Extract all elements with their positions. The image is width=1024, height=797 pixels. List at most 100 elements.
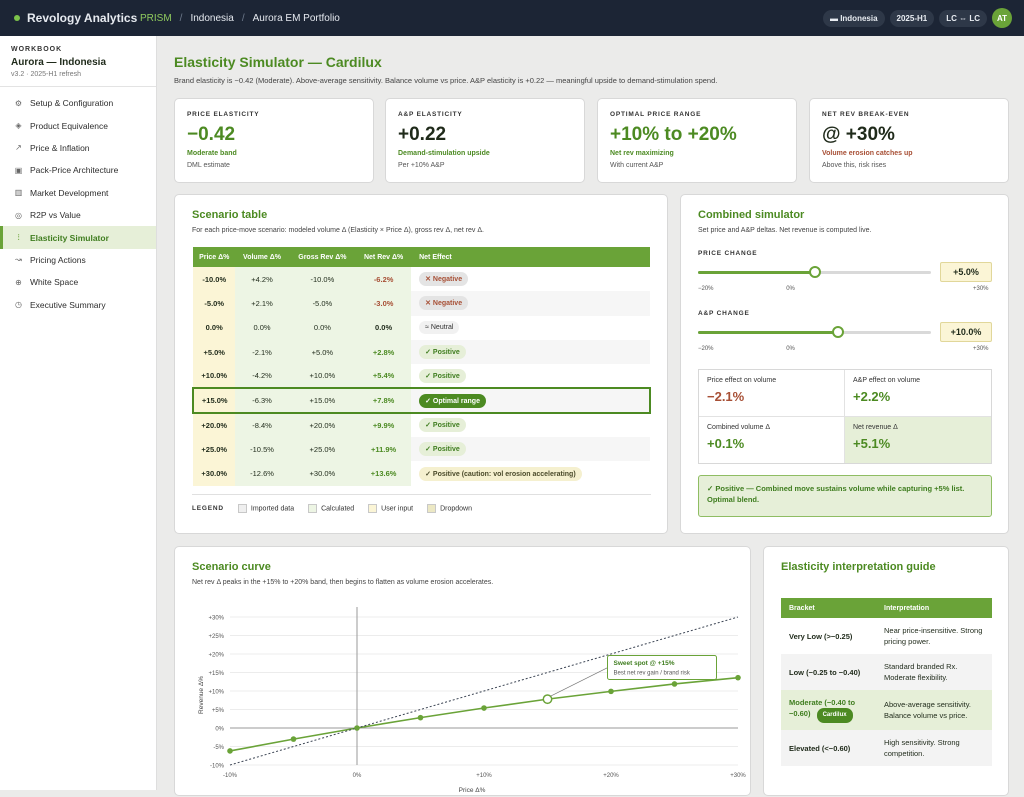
- result-cell: A&P effect on volume +2.2%: [845, 370, 991, 417]
- net-rev-cell: +11.9%: [356, 437, 412, 462]
- result-value: +5.1%: [853, 435, 891, 451]
- breadcrumb-item-country[interactable]: Indonesia: [190, 12, 234, 24]
- price-cell[interactable]: +30.0%: [193, 461, 236, 486]
- table-row[interactable]: +10.0% -4.2% +10.0% +5.4% ✓ Positive: [193, 364, 650, 389]
- sidebar-item-setup-configuration[interactable]: ⚙ Setup & Configuration: [0, 92, 156, 114]
- workbook-name: Aurora — Indonesia: [11, 57, 107, 68]
- guide-bracket: Elevated (<−0.60): [781, 730, 876, 766]
- guide-interpretation: Standard branded Rx. Moderate flexibilit…: [876, 654, 992, 690]
- gross-rev-cell: -5.0%: [288, 291, 357, 316]
- price-cell[interactable]: +5.0%: [193, 339, 236, 365]
- table-row[interactable]: +15.0% -6.3% +15.0% +7.8% ✓ Optimal rang…: [191, 387, 651, 414]
- price-cell[interactable]: +25.0%: [193, 437, 236, 462]
- price-cell[interactable]: -5.0%: [193, 291, 236, 316]
- summary-icon: ◷: [15, 300, 22, 310]
- result-cell: Net revenue Δ +5.1%: [845, 416, 991, 463]
- guide-row: Very Low (>−0.25) Near price-insensitive.…: [781, 618, 992, 654]
- table-row[interactable]: -10.0% +4.2% -10.0% -6.2% ✕ Negative: [193, 267, 650, 292]
- price-cell[interactable]: +10.0%: [193, 364, 236, 389]
- sidebar-item-label: Pack-Price Architecture: [30, 165, 119, 176]
- price-tick-zero: 0%: [786, 286, 795, 292]
- sidebar-nav: ⚙ Setup & Configuration ◈ Product Equivalen…: [0, 87, 156, 316]
- trend-icon: ↗: [15, 143, 22, 153]
- x-tick-label: +20%: [603, 773, 619, 779]
- avatar[interactable]: AT: [992, 8, 1012, 28]
- sidebar-item-white-space[interactable]: ⊕ White Space: [0, 271, 156, 293]
- scenario-curve-chart: -10% -5% 0% +5% +10% +15% +20% +25% +30% -10% 0% +1…: [198, 607, 746, 794]
- sidebar-item-label: Market Development: [30, 187, 109, 198]
- table-row[interactable]: +25.0% -10.5% +25.0% +11.9% ✓ Positive: [193, 437, 650, 462]
- table-row[interactable]: +5.0% -2.1% +5.0% +2.8% ✓ Positive: [193, 339, 650, 365]
- legend-divider: [192, 494, 651, 495]
- result-cell: Combined volume Δ +0.1%: [699, 416, 845, 463]
- legend-label: User input: [381, 505, 414, 513]
- price-cell[interactable]: 0.0%: [193, 315, 236, 340]
- y-tick-label: +5%: [212, 708, 225, 714]
- period-pill[interactable]: 2025-H1: [889, 9, 935, 27]
- brand-name: Revology Analytics: [27, 11, 138, 25]
- table-row[interactable]: 0.0% 0.0% 0.0% 0.0% ≈ Neutral: [193, 315, 650, 340]
- sidebar-item-product-equivalence[interactable]: ◈ Product Equivalence: [0, 114, 156, 136]
- table-row[interactable]: -5.0% +2.1% -5.0% -3.0% ✕ Negative: [193, 291, 650, 316]
- breadcrumb-item-portfolio[interactable]: Aurora EM Portfolio: [252, 12, 340, 24]
- currency-pill[interactable]: LC ⇔ LC: [939, 9, 987, 27]
- country-pill[interactable]: ▬ Indonesia: [822, 9, 885, 27]
- effect-badge: ✓ Optimal range: [419, 393, 486, 408]
- guide-bracket: Moderate (−0.40 to −0.60) Cardilux: [781, 690, 876, 730]
- sidebar-item-price-inflation[interactable]: ↗ Price & Inflation: [0, 137, 156, 159]
- ap-change-slider[interactable]: [698, 326, 931, 338]
- legend-item: User input: [368, 504, 413, 513]
- sidebar-item-pricing-actions[interactable]: ↝ Pricing Actions: [0, 249, 156, 271]
- legend-label: Calculated: [321, 505, 355, 513]
- table-row[interactable]: +20.0% -8.4% +20.0% +9.9% ✓ Positive: [193, 412, 650, 438]
- result-label: Combined volume Δ: [707, 423, 771, 431]
- gross-rev-cell: +30.0%: [288, 461, 357, 486]
- sidebar-item-market-development[interactable]: ▥ Market Development: [0, 182, 156, 204]
- callout-box: [607, 654, 717, 680]
- net-effect-cell: ✕ Negative: [411, 267, 650, 292]
- price-change-slider[interactable]: [698, 266, 931, 278]
- guide-bracket-text: Very Low (>−0.25): [789, 631, 853, 641]
- elasticity-guide-card: Elasticity interpretation guide Bracket …: [763, 546, 1009, 796]
- kpi-label: A&P ELASTICITY: [398, 111, 463, 118]
- price-change-value[interactable]: +5.0%: [940, 262, 992, 282]
- main-content: Elasticity Simulator — Cardilux Brand el…: [158, 36, 1024, 796]
- price-cell[interactable]: -10.0%: [193, 267, 236, 292]
- ap-change-value[interactable]: +10.0%: [940, 322, 992, 342]
- sidebar-item-r2p-vs-value[interactable]: ◎ R2P vs Value: [0, 204, 156, 226]
- kpi-note: Per +10% A&P: [398, 162, 445, 169]
- price-cell[interactable]: +20.0%: [193, 412, 236, 438]
- net-effect-cell: ✓ Optimal range: [411, 387, 651, 414]
- breadcrumb-item-prism[interactable]: PRISM: [140, 12, 172, 24]
- brand[interactable]: Revology Analytics: [0, 11, 158, 25]
- legend-swatch: [308, 504, 318, 513]
- kpi-tag: Net rev maximizing: [610, 150, 674, 157]
- net-effect-cell: ✓ Positive (caution: vol erosion acceler…: [411, 461, 650, 486]
- effect-badge: ✓ Positive (caution: vol erosion acceler…: [419, 466, 582, 481]
- brand-dot-icon: [14, 15, 20, 21]
- simulator-results-grid: Price effect on volume −2.1% A&P effect on…: [698, 369, 992, 464]
- sidebar-item-label: Product Equivalence: [30, 120, 108, 131]
- x-tick-label: -10%: [223, 773, 238, 779]
- effect-badge: ≈ Neutral: [419, 321, 460, 335]
- ap-tick-zero: 0%: [786, 346, 795, 352]
- price-tick-max: +30%: [973, 286, 989, 292]
- table-row[interactable]: +30.0% -12.6% +30.0% +13.6% ✓ Positive (…: [193, 461, 650, 486]
- simulator-verdict: ✓ Positive — Combined move sustains volu…: [698, 475, 992, 517]
- result-value: +2.2%: [853, 389, 891, 404]
- price-slider-handle[interactable]: [808, 266, 821, 278]
- kpi-tag: Volume erosion catches up: [822, 150, 913, 157]
- sidebar-item-executive-summary[interactable]: ◷ Executive Summary: [0, 294, 156, 316]
- price-cell[interactable]: +15.0%: [191, 387, 236, 414]
- net-rev-point: [608, 688, 614, 695]
- ap-slider-handle[interactable]: [831, 326, 844, 338]
- sidebar-item-pack-price-architecture[interactable]: ▣ Pack-Price Architecture: [0, 159, 156, 181]
- scenario-curve-card: Scenario curve Net rev Δ peaks in the +1…: [174, 546, 751, 796]
- combined-simulator-card: Combined simulator Set price and A&P del…: [680, 194, 1009, 534]
- gross-rev-cell: -10.0%: [288, 267, 357, 292]
- net-effect-cell: ✓ Positive: [411, 364, 650, 389]
- sidebar-item-elasticity-simulator[interactable]: ⫶ Elasticity Simulator: [0, 226, 156, 249]
- simulator-subtitle: Set price and A&P deltas. Net revenue is…: [698, 227, 872, 234]
- net-effect-cell: ✓ Positive: [411, 437, 650, 462]
- guide-interpretation: Above-average sensitivity. Balance volum…: [876, 690, 992, 730]
